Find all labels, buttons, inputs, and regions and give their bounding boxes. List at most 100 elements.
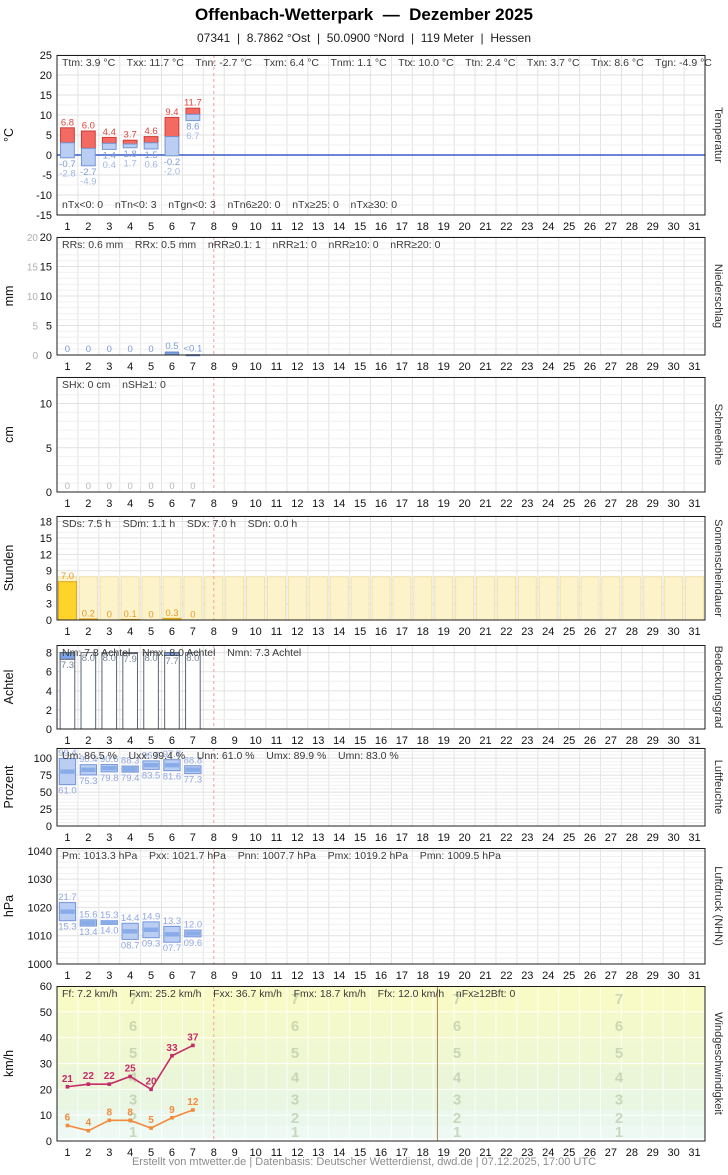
- pressure-content: 21.7 15.315.6 13.415.3 14.014.4 08.7 14.9 09.3…: [58, 892, 202, 954]
- day-label: 18: [417, 361, 429, 373]
- day-label: 1: [64, 361, 70, 373]
- right-axis-label: Luftfeuchte: [712, 760, 724, 814]
- day-label: 27: [605, 221, 617, 233]
- humidity-mean-band: [143, 762, 159, 768]
- day-label: 28: [626, 970, 638, 982]
- day-label: 26: [584, 832, 596, 844]
- sun-possible-bar: [538, 576, 558, 621]
- day-label: 1: [64, 832, 70, 844]
- sun-possible-bar: [559, 576, 579, 621]
- day-label: 20: [458, 832, 470, 844]
- y-tick-label: 75: [40, 770, 52, 782]
- beaufort-scale-label: 3: [615, 1092, 623, 1109]
- pressure-mean-band: [164, 932, 180, 937]
- day-label: 11: [271, 626, 282, 638]
- y-tick-label-secondary: 15: [27, 263, 39, 274]
- sun-possible-bar: [266, 576, 286, 621]
- right-axis-label: Schneehöhe: [712, 404, 724, 466]
- right-axis-label: Windgeschwindigkeit: [712, 1012, 724, 1115]
- temp-min-bar: [80, 147, 96, 167]
- day-label: 19: [438, 361, 450, 373]
- day-label: 27: [605, 970, 617, 982]
- gridlines: [56, 376, 706, 493]
- day-label: 3: [106, 735, 112, 747]
- beaufort-band: [57, 1125, 705, 1139]
- humidity-min-value: 79.4: [121, 773, 140, 784]
- wind-gusts-value: 22: [83, 1071, 95, 1082]
- cloud-value: 8.0: [144, 653, 157, 664]
- pressure-mean-band: [143, 927, 159, 932]
- unit-axis-label: Stunden: [2, 545, 16, 592]
- day-label: 18: [417, 1147, 429, 1159]
- day-label: 21: [479, 498, 491, 510]
- day-label: 13: [312, 498, 324, 510]
- sun-possible-bar: [601, 576, 621, 621]
- y-tick-label: 4: [46, 686, 52, 698]
- day-label: 30: [668, 626, 680, 638]
- beaufort-scale-label: 1: [291, 1124, 299, 1141]
- day-label: 15: [354, 735, 366, 747]
- day-label: 7: [190, 970, 196, 982]
- day-label: 23: [521, 498, 533, 510]
- wind-gusts-point: [128, 1074, 132, 1079]
- precipitation-stats: RRs: 0.6 mm RRx: 0.5 mm nRR≥0.1: 1 nRR≥1…: [62, 239, 441, 251]
- day-label: 25: [563, 221, 575, 233]
- day-label: 6: [169, 221, 175, 233]
- temp-max-bar: [143, 136, 159, 144]
- day-label: 16: [375, 221, 387, 233]
- day-label: 12: [291, 832, 303, 844]
- y-tick-label: 30: [40, 1059, 52, 1071]
- beaufort-band: [57, 1110, 705, 1126]
- day-label: 8: [211, 498, 217, 510]
- day-label: 17: [396, 626, 408, 638]
- day-label: 6: [169, 626, 175, 638]
- day-label: 15: [354, 221, 366, 233]
- y-tick-label-secondary: 10: [27, 292, 39, 303]
- day-label: 25: [563, 735, 575, 747]
- day-label: 16: [375, 735, 387, 747]
- precipitation-value: 0: [65, 344, 70, 355]
- wind-mean-value: 8: [127, 1107, 133, 1118]
- unit-axis-label: km/h: [2, 1050, 16, 1077]
- y-tick-label: 1020: [28, 902, 52, 914]
- day-label: 20: [458, 498, 470, 510]
- day-label: 11: [271, 221, 282, 233]
- y-tick-label: 0: [46, 487, 52, 499]
- day-label: 24: [542, 498, 554, 510]
- day-label: 18: [417, 735, 429, 747]
- day-label: 9: [232, 221, 238, 233]
- temp-max-value: 3.7: [124, 130, 137, 141]
- day-label: 18: [417, 498, 429, 510]
- day-label: 10: [249, 221, 261, 233]
- day-label: 7: [190, 221, 196, 233]
- day-label: 10: [249, 1147, 261, 1159]
- temp-max-bar: [80, 130, 96, 149]
- wind-gusts-point: [149, 1087, 153, 1092]
- snow-value: 0: [128, 481, 133, 492]
- day-label: 15: [354, 832, 366, 844]
- day-label: 3: [106, 832, 112, 844]
- snow-stats: SHx: 0 cm nSH≥1: 0: [62, 379, 166, 391]
- day-label: 1: [64, 735, 70, 747]
- cloud-cover-stats: Nm: 7.8 Achtel Nmx: 8.0 Achtel Nmn: 7.3 …: [62, 647, 302, 659]
- day-label: 24: [542, 735, 554, 747]
- beaufort-scale-label: 2: [453, 1110, 461, 1127]
- y-tick-label: 2: [46, 705, 52, 717]
- day-label: 4: [127, 221, 133, 233]
- day-label: 10: [249, 498, 261, 510]
- day-label: 4: [127, 735, 133, 747]
- day-label: 24: [542, 832, 554, 844]
- day-label: 8: [211, 626, 217, 638]
- beaufort-band: [57, 1040, 705, 1067]
- day-label: 2: [85, 221, 91, 233]
- day-label: 10: [249, 361, 261, 373]
- temp-min-bar: [122, 143, 138, 149]
- y-tick-label: 0: [46, 615, 52, 627]
- day-label: 24: [542, 1147, 554, 1159]
- day-label: 9: [232, 832, 238, 844]
- humidity-stats: Um: 86.5 % Uxx: 99.4 % Unn: 61.0 % Umx: …: [62, 750, 399, 762]
- temp-min-value: 1.5: [144, 150, 157, 161]
- temp-min-bar: [164, 136, 180, 157]
